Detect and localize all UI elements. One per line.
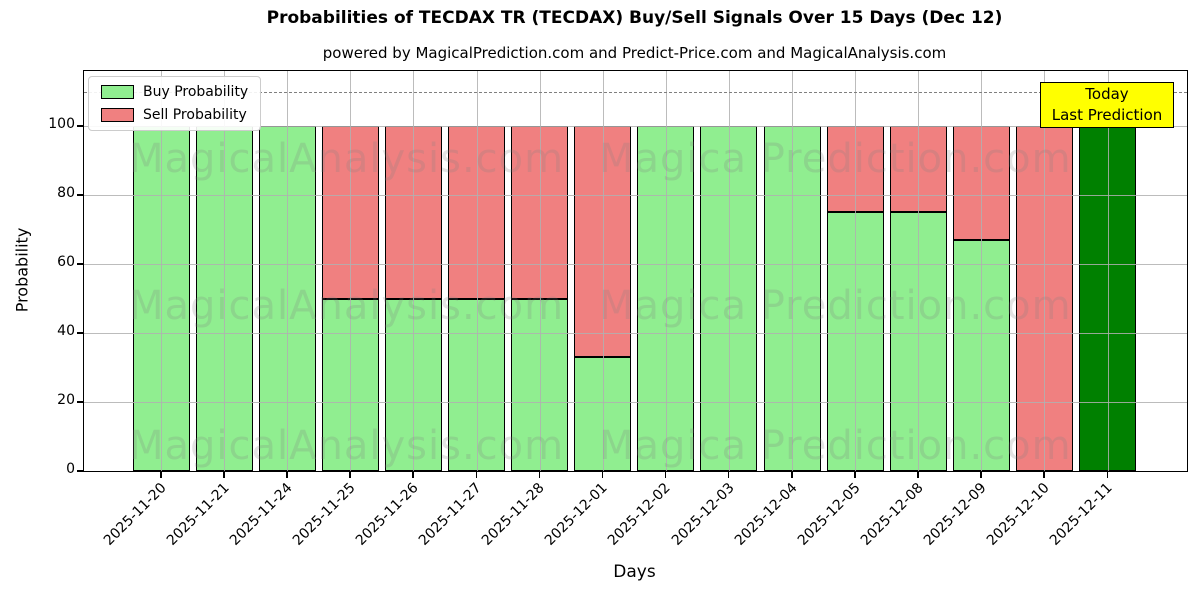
x-tick-mark [223, 471, 225, 478]
x-tick-mark [664, 471, 667, 478]
threshold-dashed-line [84, 91, 1187, 93]
x-tick-label: 2025-11-26 [352, 480, 422, 549]
legend-label: Buy Probability [143, 84, 249, 100]
x-tick-label: 2025-11-25 [289, 480, 359, 549]
legend-item: Sell Probability [101, 107, 248, 123]
x-tick-label: 2025-11-24 [226, 480, 296, 549]
y-tick-mark [77, 194, 83, 196]
v-gridline [1107, 71, 1109, 471]
x-tick-mark [412, 471, 414, 478]
plot-area: MagicalAnalysis.com Magica Prediction.com… [83, 70, 1188, 472]
chart-subtitle: powered by MagicalPrediction.com and Pre… [322, 44, 947, 62]
x-tick-mark [1043, 471, 1045, 478]
y-tick-label: 60 [57, 254, 75, 271]
legend: Buy Probability Sell Probability [88, 76, 262, 131]
annotation-line-1: Today [1085, 85, 1129, 103]
x-tick-mark [538, 471, 541, 478]
v-gridline [1044, 71, 1046, 471]
x-tick-label: 2025-12-09 [920, 480, 990, 549]
v-gridline [287, 71, 289, 471]
legend-label: Sell Probability [143, 107, 247, 123]
v-gridline [665, 71, 667, 471]
x-tick-mark [1106, 471, 1108, 478]
x-tick-label: 2025-12-01 [542, 480, 612, 549]
x-tick-mark [286, 471, 288, 478]
y-tick-mark [77, 470, 83, 472]
h-gridline [84, 195, 1187, 197]
watermark-text: MagicalAnalysis.com [129, 283, 565, 329]
x-tick-mark [727, 471, 730, 478]
v-gridline [476, 71, 478, 471]
h-gridline [84, 402, 1187, 404]
watermark-text: Magica Prediction.com [599, 423, 1072, 469]
x-tick-mark [917, 471, 919, 478]
v-gridline [728, 71, 730, 471]
h-gridline [84, 264, 1187, 266]
legend-swatch-buy [101, 85, 134, 99]
x-tick-mark [349, 471, 351, 478]
x-tick-label: 2025-12-02 [605, 480, 675, 549]
x-tick-label: 2025-11-27 [415, 480, 485, 549]
legend-item: Buy Probability [101, 84, 248, 100]
y-tick-mark [77, 401, 83, 403]
legend-swatch-sell [101, 108, 134, 122]
h-gridline [84, 126, 1187, 128]
y-tick-label: 40 [57, 323, 75, 340]
y-tick-label: 80 [57, 185, 75, 202]
x-tick-label: 2025-11-20 [100, 480, 170, 549]
v-gridline [602, 71, 604, 471]
x-tick-label: 2025-11-28 [479, 480, 548, 549]
v-gridline [981, 71, 983, 471]
x-tick-mark [475, 471, 477, 478]
v-gridline [539, 71, 541, 471]
x-tick-label: 2025-12-11 [1046, 480, 1116, 549]
y-tick-label: 100 [48, 116, 75, 133]
watermark-text: Magica Prediction.com [599, 283, 1072, 329]
x-tick-label: 2025-12-08 [857, 480, 927, 549]
y-tick-label: 0 [66, 461, 75, 477]
v-gridline [350, 71, 352, 471]
watermark-text: MagicalAnalysis.com [129, 423, 565, 469]
x-tick-mark [791, 471, 793, 478]
x-axis-label: Days [613, 562, 656, 582]
h-gridline [84, 333, 1187, 335]
y-tick-mark [77, 263, 83, 265]
v-gridline [792, 71, 793, 471]
v-gridline [918, 71, 920, 471]
x-tick-label: 2025-12-10 [983, 480, 1053, 549]
x-tick-mark [854, 471, 856, 478]
x-tick-label: 2025-12-05 [794, 480, 864, 549]
watermark-text: MagicalAnalysis.com [129, 136, 565, 182]
v-gridline [855, 71, 857, 471]
watermark-text: Magica Prediction.com [599, 136, 1072, 182]
v-gridline [161, 71, 162, 471]
v-gridline [224, 71, 226, 471]
today-annotation: Today Last Prediction [1040, 82, 1174, 128]
y-tick-label: 20 [57, 392, 75, 409]
x-tick-mark [160, 471, 162, 478]
y-tick-mark [77, 332, 83, 334]
x-tick-label: 2025-12-03 [668, 480, 738, 549]
x-tick-label: 2025-12-04 [731, 480, 801, 549]
x-tick-label: 2025-11-21 [163, 480, 233, 549]
x-tick-mark [601, 471, 604, 478]
v-gridline [413, 71, 415, 471]
annotation-line-2: Last Prediction [1051, 106, 1163, 124]
y-tick-mark [77, 125, 83, 127]
y-axis-label: Probability [12, 227, 32, 313]
chart-title: Probabilities of TECDAX TR (TECDAX) Buy/… [266, 8, 1003, 28]
x-tick-mark [980, 471, 982, 478]
